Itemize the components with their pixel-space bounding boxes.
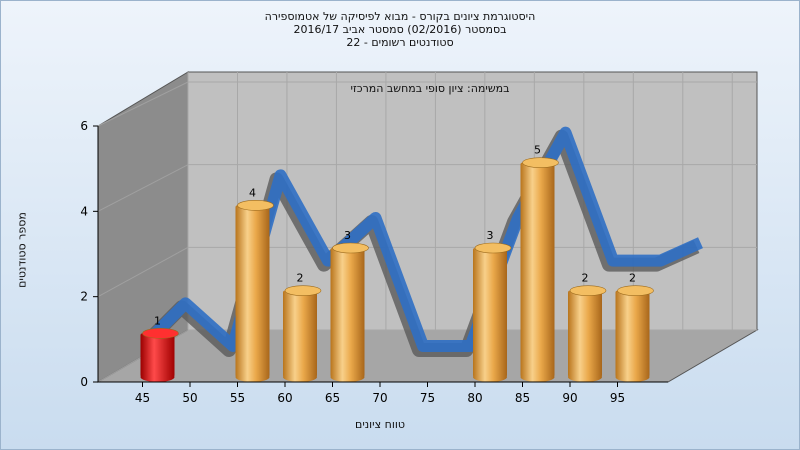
bar-body (235, 205, 270, 377)
bar-base (568, 372, 602, 382)
bar-base (283, 372, 317, 382)
grid-line-side (97, 246, 189, 298)
bar (235, 200, 274, 382)
bar-base (520, 372, 555, 382)
title-line-3: סטודנטים רשומים - 22 (346, 36, 454, 49)
bar-base (140, 372, 175, 382)
x-tick-label: 95 (610, 391, 625, 405)
bar-value-label: 1 (154, 314, 161, 327)
x-tick-label: 50 (182, 391, 197, 405)
bar-value-label: 4 (249, 186, 256, 199)
bar-body (615, 290, 650, 377)
chart-title: היסטוגרמת ציונים בקורס - מבוא לפיסיקה של… (0, 10, 800, 49)
bar-value-label: 2 (297, 272, 304, 285)
bar-cap (142, 328, 179, 339)
chart-annotation: במשימה: ציון סופי במחשב המרכזי (350, 82, 510, 95)
bar-value-label: 3 (487, 229, 494, 242)
bar-cap (284, 285, 322, 296)
bar-value-label: 2 (582, 272, 589, 285)
bar (615, 285, 654, 382)
bar-cap (332, 242, 369, 254)
title-line-2: בסמסטר (02/2016) סמסטר אביב 2016/17 (293, 23, 507, 36)
bar-body (520, 162, 555, 377)
bar-base (473, 372, 507, 382)
bar-body (473, 248, 507, 377)
x-tick-label: 55 (230, 391, 245, 405)
x-tick-label: 70 (372, 391, 387, 405)
y-tick-label: 0 (80, 375, 88, 389)
bar (520, 157, 559, 382)
x-tick-label: 65 (325, 391, 340, 405)
bar-cap (617, 285, 654, 296)
x-axis-label: טווח ציונים (355, 418, 405, 431)
plot-walls (96, 71, 759, 383)
x-tick-label: 75 (420, 391, 435, 405)
bar-body (330, 248, 365, 377)
bar-base (615, 372, 650, 382)
x-tick-label: 90 (562, 391, 577, 405)
title-line-1: היסטוגרמת ציונים בקורס - מבוא לפיסיקה של… (264, 10, 536, 23)
bar-value-label: 5 (534, 144, 541, 157)
bar-cap (569, 285, 607, 296)
bars-group: 1 4 2 3 3 5 2 2 (140, 144, 654, 382)
grid-line-side (97, 164, 189, 212)
bar-base (330, 372, 365, 382)
bar-cap (522, 157, 559, 168)
bar (140, 328, 179, 382)
bar-body (140, 333, 175, 377)
y-tick-label: 4 (80, 204, 88, 218)
bar-cap (474, 242, 512, 254)
bar-body (283, 290, 317, 377)
y-tick-label: 2 (80, 290, 88, 304)
bar-value-label: 2 (629, 272, 636, 285)
x-tick-label: 80 (467, 391, 482, 405)
bar (568, 285, 607, 382)
y-axis-label: מספר סטודנטים (15, 212, 29, 288)
bar-cap (237, 200, 274, 211)
ribbon-line (151, 126, 703, 352)
bar (473, 242, 512, 382)
x-tick-label: 45 (135, 391, 150, 405)
bar-value-label: 3 (344, 229, 351, 242)
bar-base (235, 372, 270, 382)
bar (283, 285, 322, 382)
trend-ribbon (146, 126, 703, 357)
bar (330, 242, 369, 382)
grid-line-side (97, 81, 189, 127)
x-tick-label: 85 (515, 391, 530, 405)
bar-body (568, 290, 602, 377)
x-tick-label: 60 (277, 391, 292, 405)
y-tick-label: 6 (80, 119, 88, 133)
